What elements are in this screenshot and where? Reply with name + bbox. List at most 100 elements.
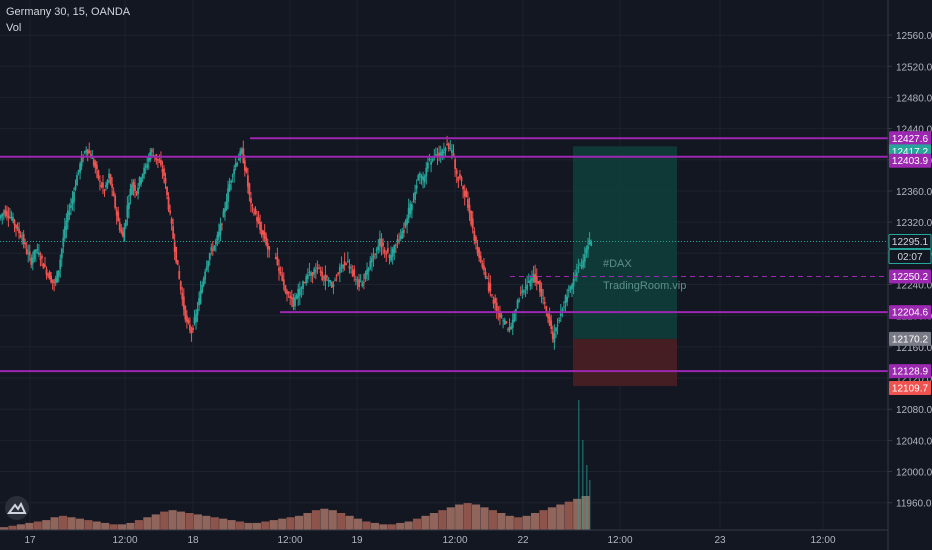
candle-body — [240, 149, 243, 154]
candle-body — [321, 271, 324, 281]
candle-body — [22, 234, 25, 244]
candle-body — [294, 297, 296, 307]
candle-body — [237, 158, 240, 161]
volume-bar — [227, 520, 236, 530]
candle-body — [227, 188, 229, 202]
volume-bar — [236, 521, 245, 530]
time-tick-label: 19 — [351, 535, 363, 546]
candle-body — [348, 266, 351, 269]
candle-body — [198, 298, 200, 306]
candle-body — [108, 173, 110, 179]
volume-bar — [421, 515, 430, 530]
price-label-text: 12204.6 — [892, 308, 929, 319]
candle-body — [70, 204, 72, 208]
candle-body — [316, 267, 319, 270]
candle-body — [274, 257, 277, 260]
candle-body — [310, 273, 312, 276]
candle-body — [345, 263, 348, 265]
volume-bar — [455, 504, 464, 530]
tradingview-logo-icon[interactable] — [5, 496, 29, 520]
candle-body — [217, 231, 220, 238]
candle-body — [350, 267, 352, 269]
candle-body — [516, 300, 519, 309]
candle-body — [555, 327, 557, 332]
candle-body — [378, 238, 381, 246]
candle-body — [134, 185, 136, 192]
candle-body — [254, 208, 257, 214]
candle-body — [236, 162, 239, 166]
candle-body — [447, 143, 450, 149]
candle-body — [370, 257, 373, 263]
candle-body — [111, 184, 114, 188]
time-axis[interactable]: 17 12:00 18 12:00 19 12:00 22 12:00 23 12:00 — [0, 529, 888, 546]
candle-body — [266, 243, 269, 249]
candle-body — [463, 191, 466, 197]
candle-body — [9, 216, 11, 218]
candle-body — [143, 167, 146, 175]
volume-bar — [547, 507, 556, 530]
candle-body — [36, 249, 39, 251]
candle-body — [338, 266, 341, 273]
candle-body — [396, 239, 399, 243]
candle-body — [484, 271, 487, 278]
candle-body — [511, 319, 514, 328]
price-label-countdown: 02:07 — [888, 249, 932, 265]
candle-body — [2, 211, 5, 213]
candle-body — [452, 153, 455, 157]
candle-body — [79, 163, 81, 173]
candle-body — [524, 287, 527, 289]
candle-body — [532, 274, 535, 283]
candle-body — [476, 246, 479, 254]
candle-body — [577, 267, 580, 269]
candle-body — [406, 218, 408, 225]
volume-bar — [126, 522, 135, 530]
grid-lines — [0, 0, 888, 530]
price-label-level: 12204.6 — [889, 305, 931, 320]
candle-body — [374, 254, 376, 256]
candle-body — [118, 222, 121, 231]
candle-body — [327, 279, 330, 282]
candle-body — [13, 220, 16, 226]
candle-body — [138, 177, 141, 186]
horizontal-levels[interactable] — [0, 137, 888, 373]
candle-body — [420, 175, 423, 179]
candle-body — [123, 227, 126, 242]
candle-body — [489, 283, 492, 292]
candle-body — [73, 191, 75, 203]
candle-body — [467, 199, 469, 208]
candle-body — [471, 218, 474, 229]
candle-body — [358, 279, 360, 288]
candle-body — [295, 295, 298, 300]
candle-body — [441, 149, 444, 157]
volume-bar — [505, 515, 514, 530]
candle-body — [16, 226, 19, 229]
candle-body — [201, 284, 204, 293]
volume-bar — [0, 527, 9, 530]
candle-body — [425, 167, 428, 177]
volume-bar — [573, 498, 582, 530]
candle-body — [289, 295, 292, 299]
volume-spike — [578, 400, 580, 530]
volume-spike — [589, 480, 591, 530]
price-label-text: 12417.2 — [892, 147, 929, 158]
candle-body — [391, 248, 394, 257]
candle-body — [346, 261, 349, 263]
candle-body — [575, 272, 578, 277]
candle-body — [243, 160, 246, 171]
candle-body — [62, 237, 65, 247]
volume-bar — [278, 518, 287, 530]
candle-body — [449, 148, 452, 150]
candle-body — [521, 290, 524, 293]
price-label-box — [888, 234, 932, 250]
candle-body — [337, 272, 340, 275]
candle-body — [585, 248, 588, 254]
candle-body — [94, 161, 97, 168]
volume-bar — [92, 521, 101, 530]
candle-body — [99, 180, 101, 182]
candle-body — [423, 176, 426, 183]
candle-body — [306, 274, 309, 280]
candle-body — [185, 315, 188, 322]
candle-body — [481, 263, 484, 268]
candle-body — [553, 333, 556, 343]
